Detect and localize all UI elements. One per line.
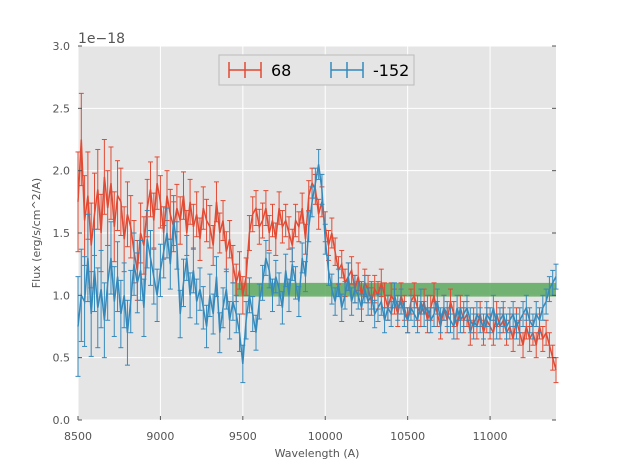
x-axis-label: Wavelength (A) <box>275 447 360 460</box>
legend: 68 -152 <box>218 54 415 86</box>
axis-ticks: 8500 9000 9500 10000 10500 11000 0.0 0.5 1.0 1.5 2… <box>53 40 556 443</box>
legend-label: 68 <box>271 61 291 80</box>
x-tick-label: 8500 <box>64 430 92 443</box>
series-layer <box>75 92 559 384</box>
legend-label: -152 <box>373 61 409 80</box>
y-axis-label: Flux (erg/s/cm^2/A) <box>30 178 43 288</box>
series-2-group <box>75 148 559 384</box>
legend-entries: 68 -152 <box>228 61 409 80</box>
series-line <box>77 164 557 364</box>
highlight-band-layer <box>234 282 556 297</box>
x-tick-label: 11000 <box>473 430 508 443</box>
y-tick-label: 1.0 <box>53 289 71 302</box>
y-tick-label: 1.5 <box>53 227 71 240</box>
highlight-band <box>234 282 556 297</box>
series-line <box>77 139 557 371</box>
x-tick-label: 9000 <box>146 430 174 443</box>
y-offset-label: 1e−18 <box>78 31 125 47</box>
x-tick-label: 10000 <box>308 430 343 443</box>
y-tick-label: 2.0 <box>53 165 71 178</box>
x-tick-label: 9500 <box>229 430 257 443</box>
y-tick-label: 2.5 <box>53 102 71 115</box>
y-tick-label: 3.0 <box>53 40 71 53</box>
y-tick-label: 0.5 <box>53 352 71 365</box>
x-tick-label: 10500 <box>390 430 425 443</box>
y-tick-label: 0.0 <box>53 414 71 427</box>
